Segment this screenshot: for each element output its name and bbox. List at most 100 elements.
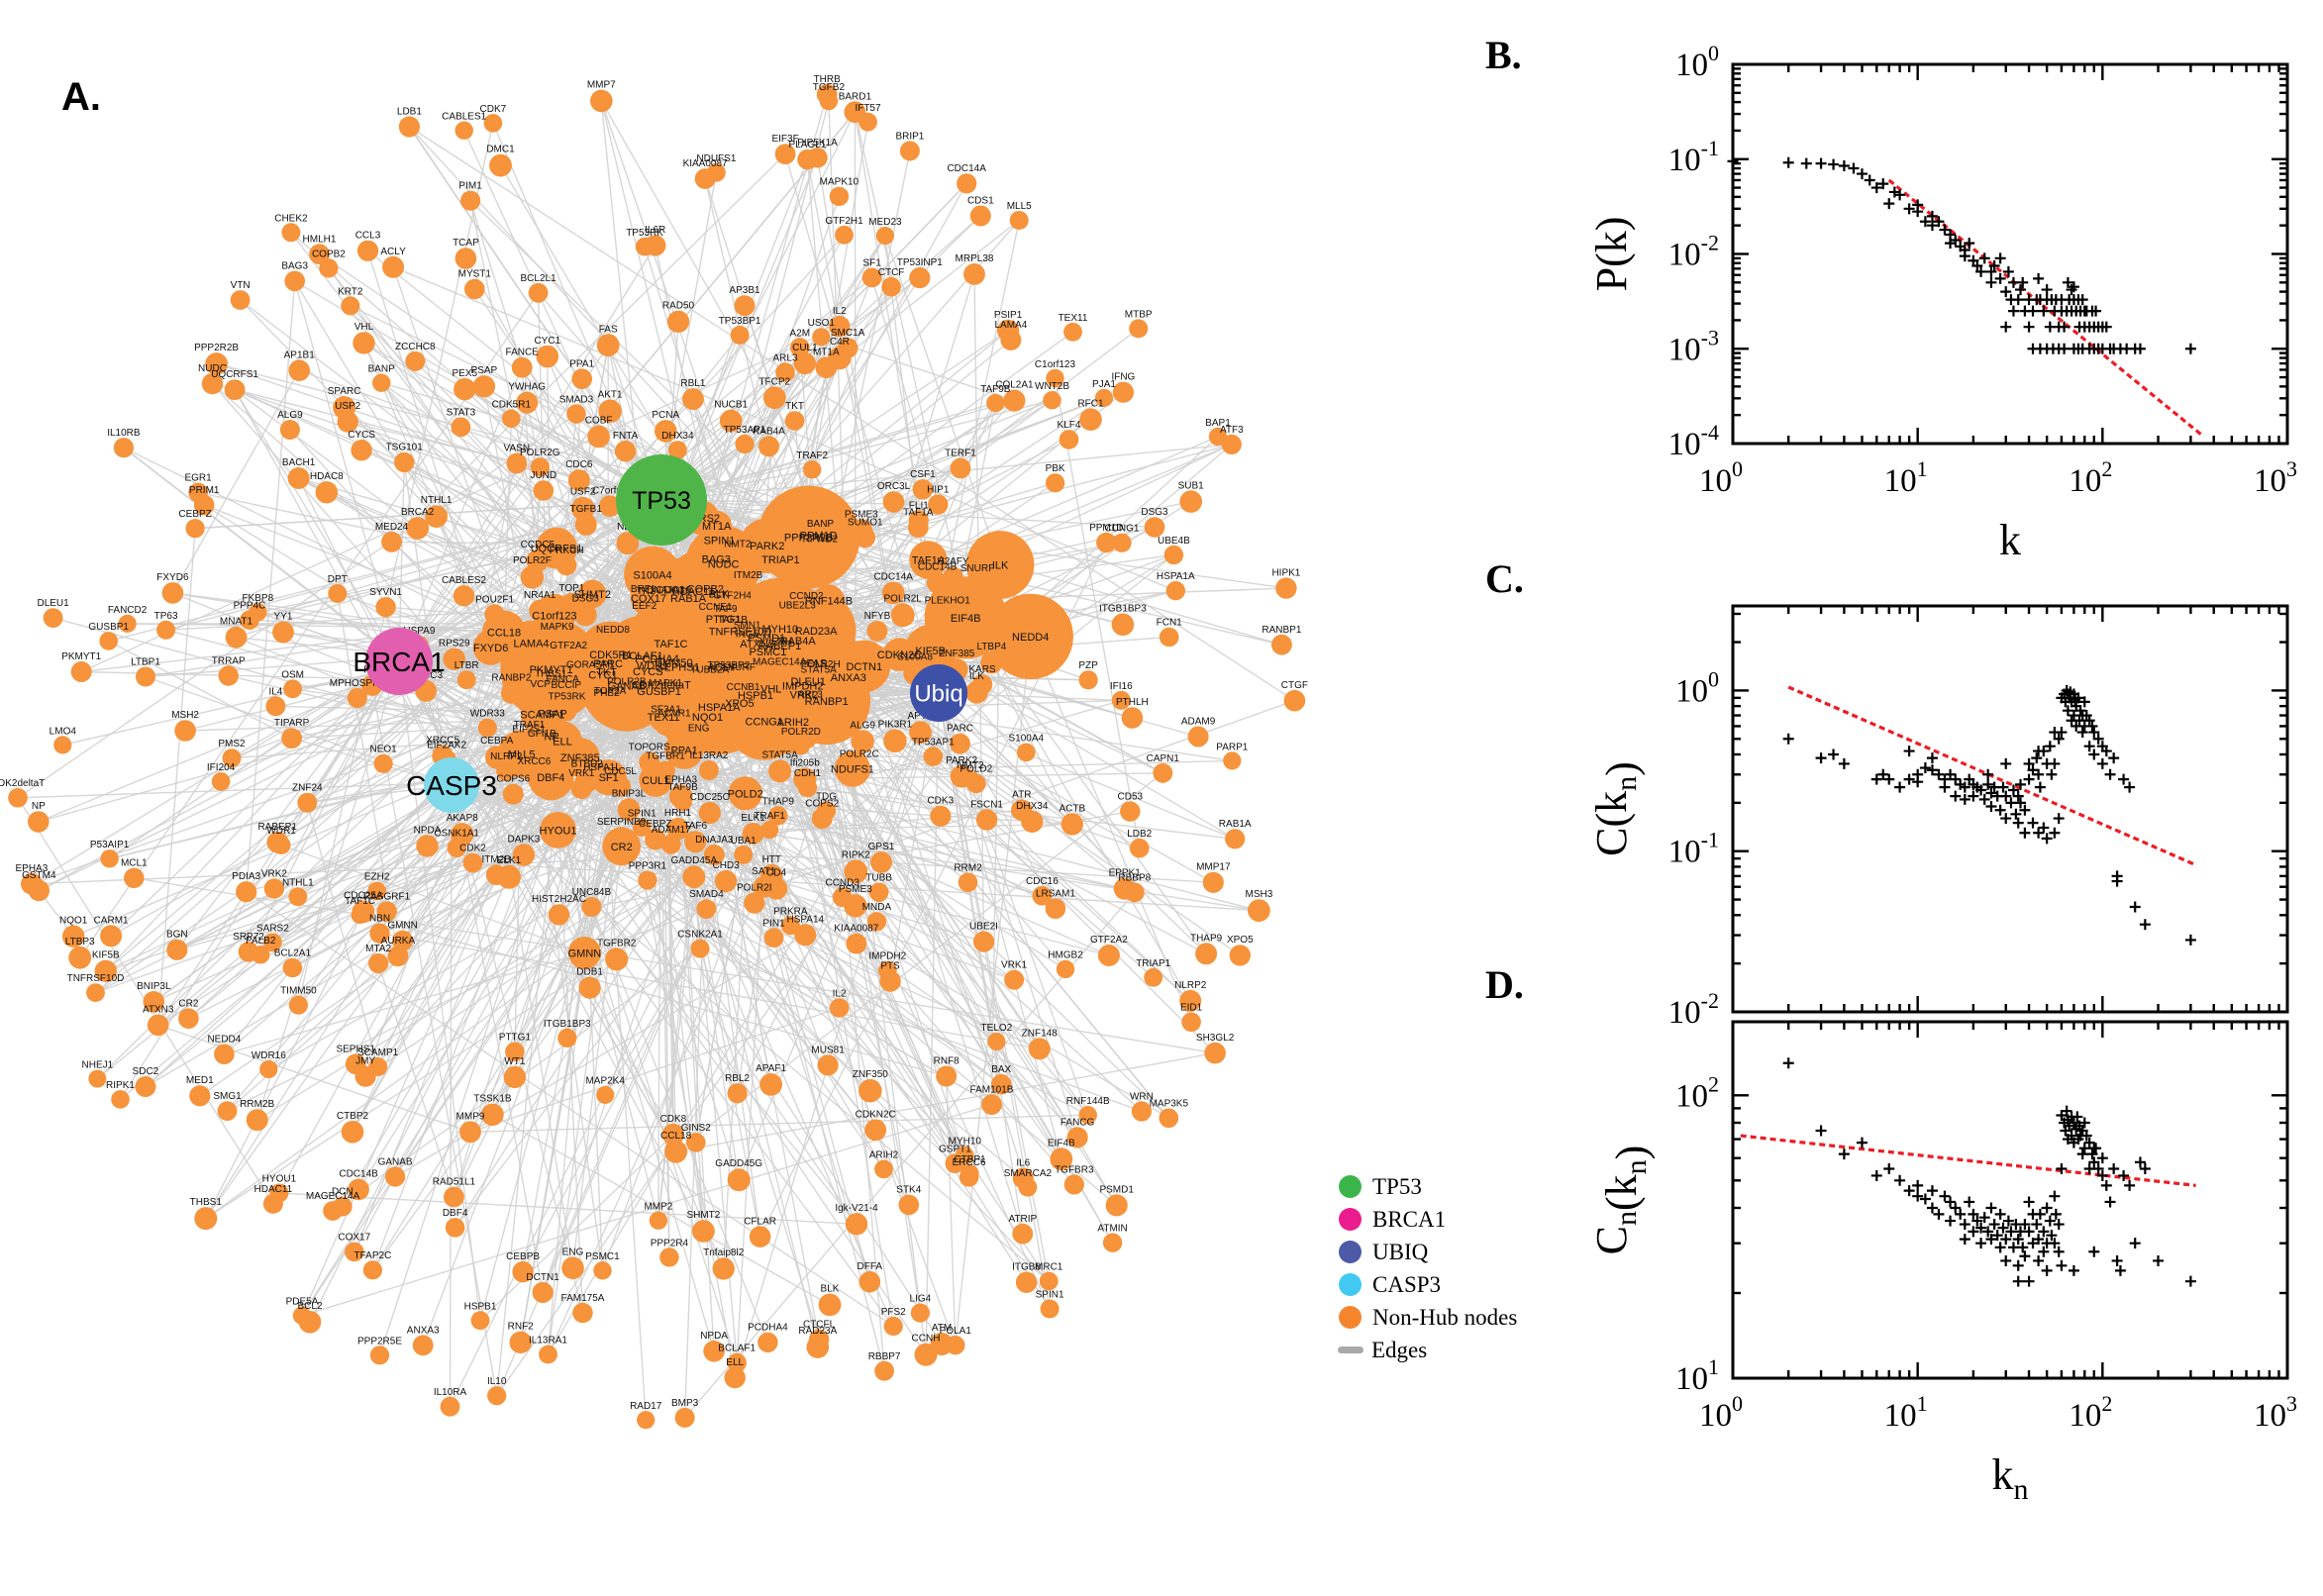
data-point bbox=[2062, 276, 2073, 288]
network-node-label: DHX34 bbox=[1016, 801, 1049, 812]
network-node bbox=[868, 882, 889, 903]
data-point bbox=[2184, 1275, 2196, 1287]
network-node-label: PPP2R2B bbox=[194, 343, 239, 353]
network-edge bbox=[1054, 377, 1141, 848]
network-node-label: NHEJ1 bbox=[82, 1060, 114, 1071]
network-node bbox=[734, 845, 754, 864]
network-node bbox=[362, 1260, 382, 1280]
data-point bbox=[1919, 216, 1931, 228]
network-node-label: RFC1 bbox=[1077, 398, 1104, 409]
network-node bbox=[1195, 943, 1218, 965]
data-point bbox=[1864, 174, 1875, 186]
network-node-label: ARL3 bbox=[798, 689, 823, 700]
network-node bbox=[844, 894, 867, 918]
network-node bbox=[174, 720, 196, 742]
network-node-label: ZNF24 bbox=[292, 783, 323, 794]
network-node bbox=[178, 1008, 199, 1029]
network-edge bbox=[492, 1114, 831, 1306]
network-node bbox=[645, 829, 666, 850]
network-node bbox=[1187, 726, 1209, 748]
data-point bbox=[1903, 746, 1915, 757]
data-point bbox=[1982, 768, 1994, 780]
network-node-label: HYOU1 bbox=[540, 825, 577, 837]
data-point bbox=[2056, 727, 2068, 739]
network-node bbox=[599, 495, 621, 517]
network-node-label: MRC1 bbox=[1035, 1262, 1063, 1273]
network-node-label: IL6 bbox=[1016, 1157, 1030, 1168]
network-node bbox=[1111, 690, 1131, 710]
network-node bbox=[512, 844, 536, 866]
svg-text:10-2: 10-2 bbox=[1668, 988, 1719, 1031]
hub-label-tp53: TP53 bbox=[632, 487, 691, 515]
network-node bbox=[971, 674, 993, 695]
network-node bbox=[898, 1194, 920, 1216]
network-edge bbox=[655, 699, 1122, 841]
network-node bbox=[246, 1109, 268, 1132]
network-node-label: MAPK10 bbox=[820, 177, 859, 188]
network-node-label: GADD45G bbox=[715, 1158, 762, 1169]
network-node-label: GANAB bbox=[608, 680, 647, 692]
network-node-label: CEBPB bbox=[506, 1251, 540, 1262]
network-node-label: RRM2 bbox=[954, 863, 982, 874]
network-node bbox=[797, 777, 818, 798]
network-node bbox=[497, 864, 521, 889]
network-node bbox=[1096, 532, 1117, 553]
network-node-label: SMN1 bbox=[734, 620, 761, 631]
network-node-label: IL10 bbox=[487, 1376, 507, 1387]
network-edge bbox=[236, 637, 522, 754]
network-node bbox=[347, 687, 367, 709]
network-node-label: BAG3 bbox=[281, 261, 308, 272]
data-point bbox=[1985, 800, 1997, 812]
network-node-label: TRAF2 bbox=[796, 450, 828, 461]
network-node-label: ATR bbox=[1012, 790, 1031, 801]
charts: 100 101 102 10310010-110-210-310-4kP(k)1001… bbox=[1587, 41, 2297, 1506]
network-node-label: YWHAG bbox=[508, 382, 546, 393]
network-node bbox=[561, 1256, 584, 1280]
network-node-label: NP bbox=[544, 731, 558, 743]
network-node bbox=[829, 316, 851, 338]
data-point bbox=[1988, 259, 2000, 271]
network-node bbox=[882, 491, 905, 513]
data-point bbox=[2000, 757, 2012, 769]
network-node-label: NTHL1 bbox=[282, 877, 314, 888]
network-node-label: NQO1 bbox=[59, 916, 88, 927]
network-edge bbox=[946, 1075, 957, 1346]
network-node-label: IL13RA1 bbox=[529, 1336, 567, 1347]
network-edge bbox=[176, 660, 400, 950]
data-point bbox=[2023, 1196, 2035, 1208]
data-point bbox=[2096, 757, 2108, 769]
data-point bbox=[1997, 781, 2009, 793]
network-node-label: ING5 bbox=[736, 630, 759, 641]
network-node-label: PARC bbox=[947, 724, 973, 735]
data-point bbox=[2027, 1238, 2039, 1249]
network-node bbox=[1056, 959, 1075, 979]
network-node-label: FANCA bbox=[547, 674, 580, 685]
network-node bbox=[70, 661, 92, 682]
network-node bbox=[808, 1329, 830, 1349]
network-node bbox=[774, 144, 796, 165]
network-node-label: CDC5L bbox=[604, 766, 637, 777]
network-node-label: TOP2A bbox=[594, 686, 627, 697]
network-node-label: BRF1 bbox=[631, 584, 656, 595]
network-node-label: GPS1 bbox=[868, 842, 895, 852]
network-edge bbox=[579, 756, 604, 1271]
network-node bbox=[828, 347, 852, 370]
network-node-label: TGFB1 bbox=[570, 504, 603, 515]
network-node-label: TAF9 bbox=[714, 604, 738, 615]
network-node-label: CSNK1A1 bbox=[434, 829, 479, 840]
network-node bbox=[352, 900, 375, 924]
network-node bbox=[883, 1316, 903, 1337]
network-node bbox=[1066, 1127, 1088, 1148]
network-node bbox=[143, 991, 165, 1013]
network-node bbox=[1012, 1167, 1034, 1189]
data-point bbox=[2044, 1215, 2056, 1227]
network-node-label: NFYB bbox=[864, 611, 891, 622]
data-point bbox=[2076, 294, 2088, 306]
network-edge bbox=[772, 273, 975, 939]
network-node-label: NEDD4 bbox=[207, 1034, 241, 1045]
data-point bbox=[1838, 160, 1850, 172]
data-point bbox=[2038, 1246, 2050, 1257]
network-node bbox=[715, 869, 738, 893]
network-node-label: ARIH2 bbox=[869, 1150, 899, 1161]
